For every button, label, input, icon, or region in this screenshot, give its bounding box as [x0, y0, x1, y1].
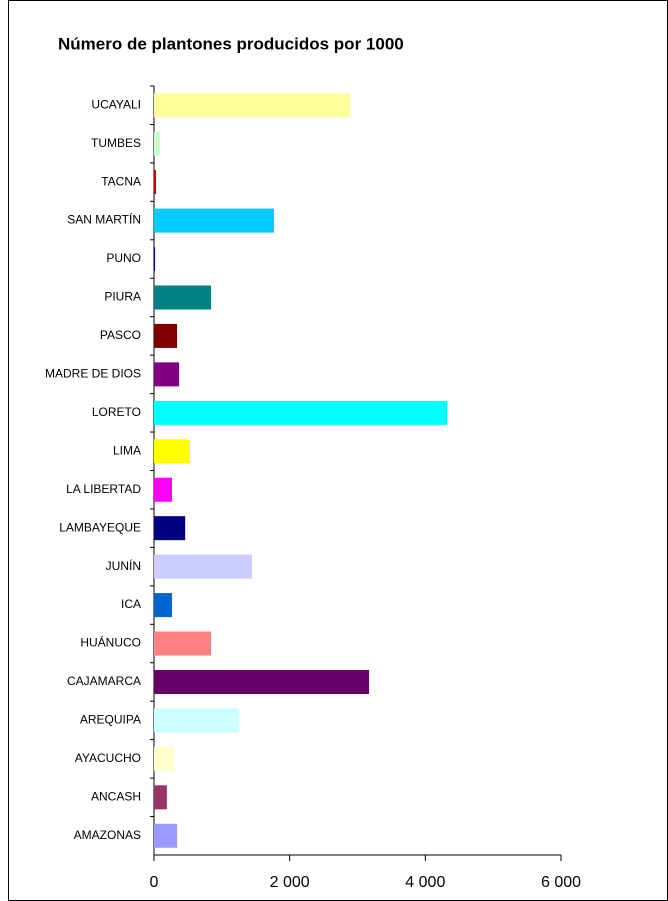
y-tick-label: HUÁNUCO: [80, 635, 141, 650]
y-tick-label: TACNA: [101, 174, 141, 188]
x-tick-label: 0: [150, 874, 159, 891]
bar: [154, 477, 172, 502]
bar: [154, 285, 211, 310]
y-tick-label: SAN MARTÍN: [67, 212, 141, 227]
chart-frame: [8, 0, 668, 901]
bar: [154, 746, 175, 771]
bar: [154, 323, 178, 348]
y-tick-label: ICA: [121, 597, 141, 611]
y-tick-label: LA LIBERTAD: [66, 482, 141, 496]
y-tick-label: LORETO: [92, 405, 141, 419]
y-tick-label: CAJAMARCA: [67, 674, 141, 688]
y-tick-label: UCAYALI: [91, 97, 141, 111]
bar: [154, 247, 156, 272]
bar: [154, 631, 211, 656]
bar: [154, 208, 275, 233]
y-tick-label: PIURA: [104, 290, 141, 304]
bar: [154, 362, 180, 387]
chart-title: Número de plantones producidos por 1000: [58, 34, 404, 53]
x-tick-label: 6 000: [541, 874, 581, 891]
bar: [154, 785, 167, 810]
bar: [154, 170, 157, 195]
y-tick-label: ANCASH: [91, 789, 141, 803]
y-tick-label: PUNO: [106, 251, 141, 265]
bar: [154, 516, 186, 541]
y-tick-label: TUMBES: [91, 136, 141, 150]
bar: [154, 823, 178, 848]
y-tick-label: LIMA: [113, 443, 141, 457]
y-tick-label: MADRE DE DIOS: [45, 367, 141, 381]
bar: [154, 593, 172, 618]
bar: [154, 93, 351, 118]
y-tick-label: PASCO: [100, 328, 141, 342]
bar: [154, 131, 161, 156]
y-tick-label: JUNÍN: [106, 558, 141, 573]
bar: [154, 554, 253, 579]
bar: [154, 708, 240, 733]
x-tick-label: 2 000: [270, 874, 310, 891]
y-tick-label: AYACUCHO: [75, 751, 141, 765]
bar: [154, 669, 370, 694]
x-tick-label: 4 000: [405, 874, 445, 891]
y-tick-label: AREQUIPA: [80, 713, 141, 727]
y-tick-label: LAMBAYEQUE: [59, 520, 141, 534]
bar: [154, 439, 190, 464]
y-tick-label: AMAZONAS: [74, 828, 141, 842]
bar: [154, 400, 448, 425]
